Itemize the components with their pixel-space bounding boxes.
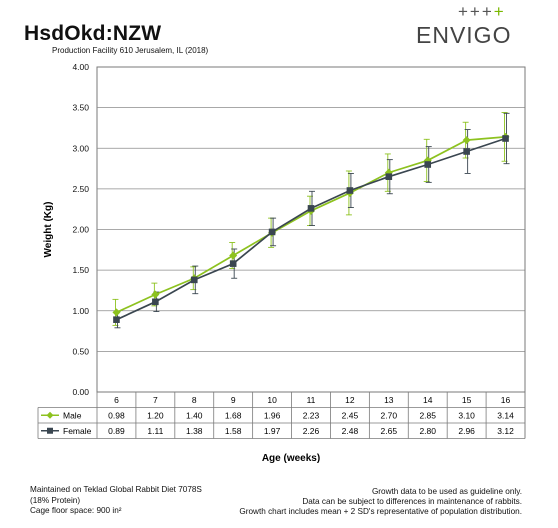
chart-subtitle: Production Facility 610 Jerusalem, IL (2… [52,46,209,55]
legend-label: Female [63,426,92,436]
y-tick-label: 3.50 [72,103,89,113]
y-tick-label: 0.00 [72,387,89,397]
table-value: 1.20 [147,410,164,420]
y-tick-label: 1.00 [72,306,89,316]
table-value: 1.96 [264,410,281,420]
legend-marker-square [47,427,53,434]
x-tick-label: 11 [307,395,316,405]
footer-right-line: Data can be subject to differences in ma… [302,497,522,506]
logo-accent-mark: + [493,2,506,21]
table-value: 1.11 [147,426,163,436]
x-tick-label: 15 [462,395,472,405]
table-value: 1.40 [186,410,203,420]
data-point-female [463,148,470,155]
footer-right-line: Growth data to be used as guideline only… [371,487,522,496]
footer-left-line: Maintained on Teklad Global Rabbit Diet … [30,485,202,494]
data-point-female [424,161,432,168]
logo-marks: ++++ [458,2,506,22]
table-value: 2.70 [381,410,398,420]
x-tick-label: 10 [267,395,277,405]
table-value: 0.89 [108,426,125,436]
table-value: 2.65 [381,426,398,436]
x-axis-label: Age (weeks) [262,453,320,464]
x-tick-label: 8 [192,395,197,405]
legend-label: Male [63,410,82,420]
table-value: 2.96 [458,426,475,436]
x-tick-label: 9 [231,395,236,405]
table-value: 1.38 [186,426,203,436]
y-tick-label: 4.00 [72,62,89,72]
data-point-female [346,187,354,194]
footer-diet-notes: Maintained on Teklad Global Rabbit Diet … [30,485,202,517]
table-value: 2.45 [342,410,359,420]
data-point-female [385,173,393,180]
y-tick-label: 0.50 [72,346,89,356]
logo-plus-marks: +++ [458,2,494,21]
data-point-male [229,251,238,260]
data-point-female [113,316,120,323]
y-tick-label: 2.00 [72,225,89,235]
x-tick-label: 16 [501,395,511,405]
x-tick-label: 12 [345,395,355,405]
brand-logo: ENVIGO [416,22,512,48]
table-value: 3.10 [458,410,475,420]
data-point-female [307,205,315,212]
x-tick-label: 13 [384,395,394,405]
data-point-male [151,290,160,299]
table-value: 2.48 [342,426,359,436]
chart-title: HsdOkd:NZW [24,22,162,45]
table-value: 2.23 [303,410,320,420]
table-value: 2.85 [419,410,436,420]
data-point-male [462,136,471,145]
table-value: 0.98 [108,410,125,420]
footer-disclaimer: Growth data to be used as guideline only… [239,487,522,517]
x-tick-label: 6 [114,395,119,405]
data-point-female [268,228,276,236]
data-point-male [112,308,121,317]
y-tick-label: 1.50 [72,265,89,275]
y-axis-label: Weight (Kg) [43,202,54,258]
y-tick-label: 3.00 [72,143,89,153]
table-value: 3.14 [497,410,514,420]
data-point-female [152,298,159,306]
table-value: 2.26 [303,426,320,436]
x-tick-label: 14 [423,395,433,405]
x-tick-label: 7 [153,395,158,405]
table-value: 3.12 [497,426,514,436]
footer-left-line: Cage floor space: 900 in² [30,506,122,515]
y-tick-label: 2.50 [72,184,89,194]
table-value: 1.58 [225,426,242,436]
data-point-female [229,260,237,267]
footer-right-line: Growth chart includes mean + 2 SD's repr… [239,507,522,516]
table-value: 2.80 [419,426,436,436]
data-point-female [502,135,509,142]
footer-left-line: (18% Protein) [30,495,81,505]
table-value: 1.97 [264,426,281,436]
table-value: 1.68 [225,410,242,420]
data-point-female [190,276,198,284]
legend-marker-diamond [46,411,54,419]
